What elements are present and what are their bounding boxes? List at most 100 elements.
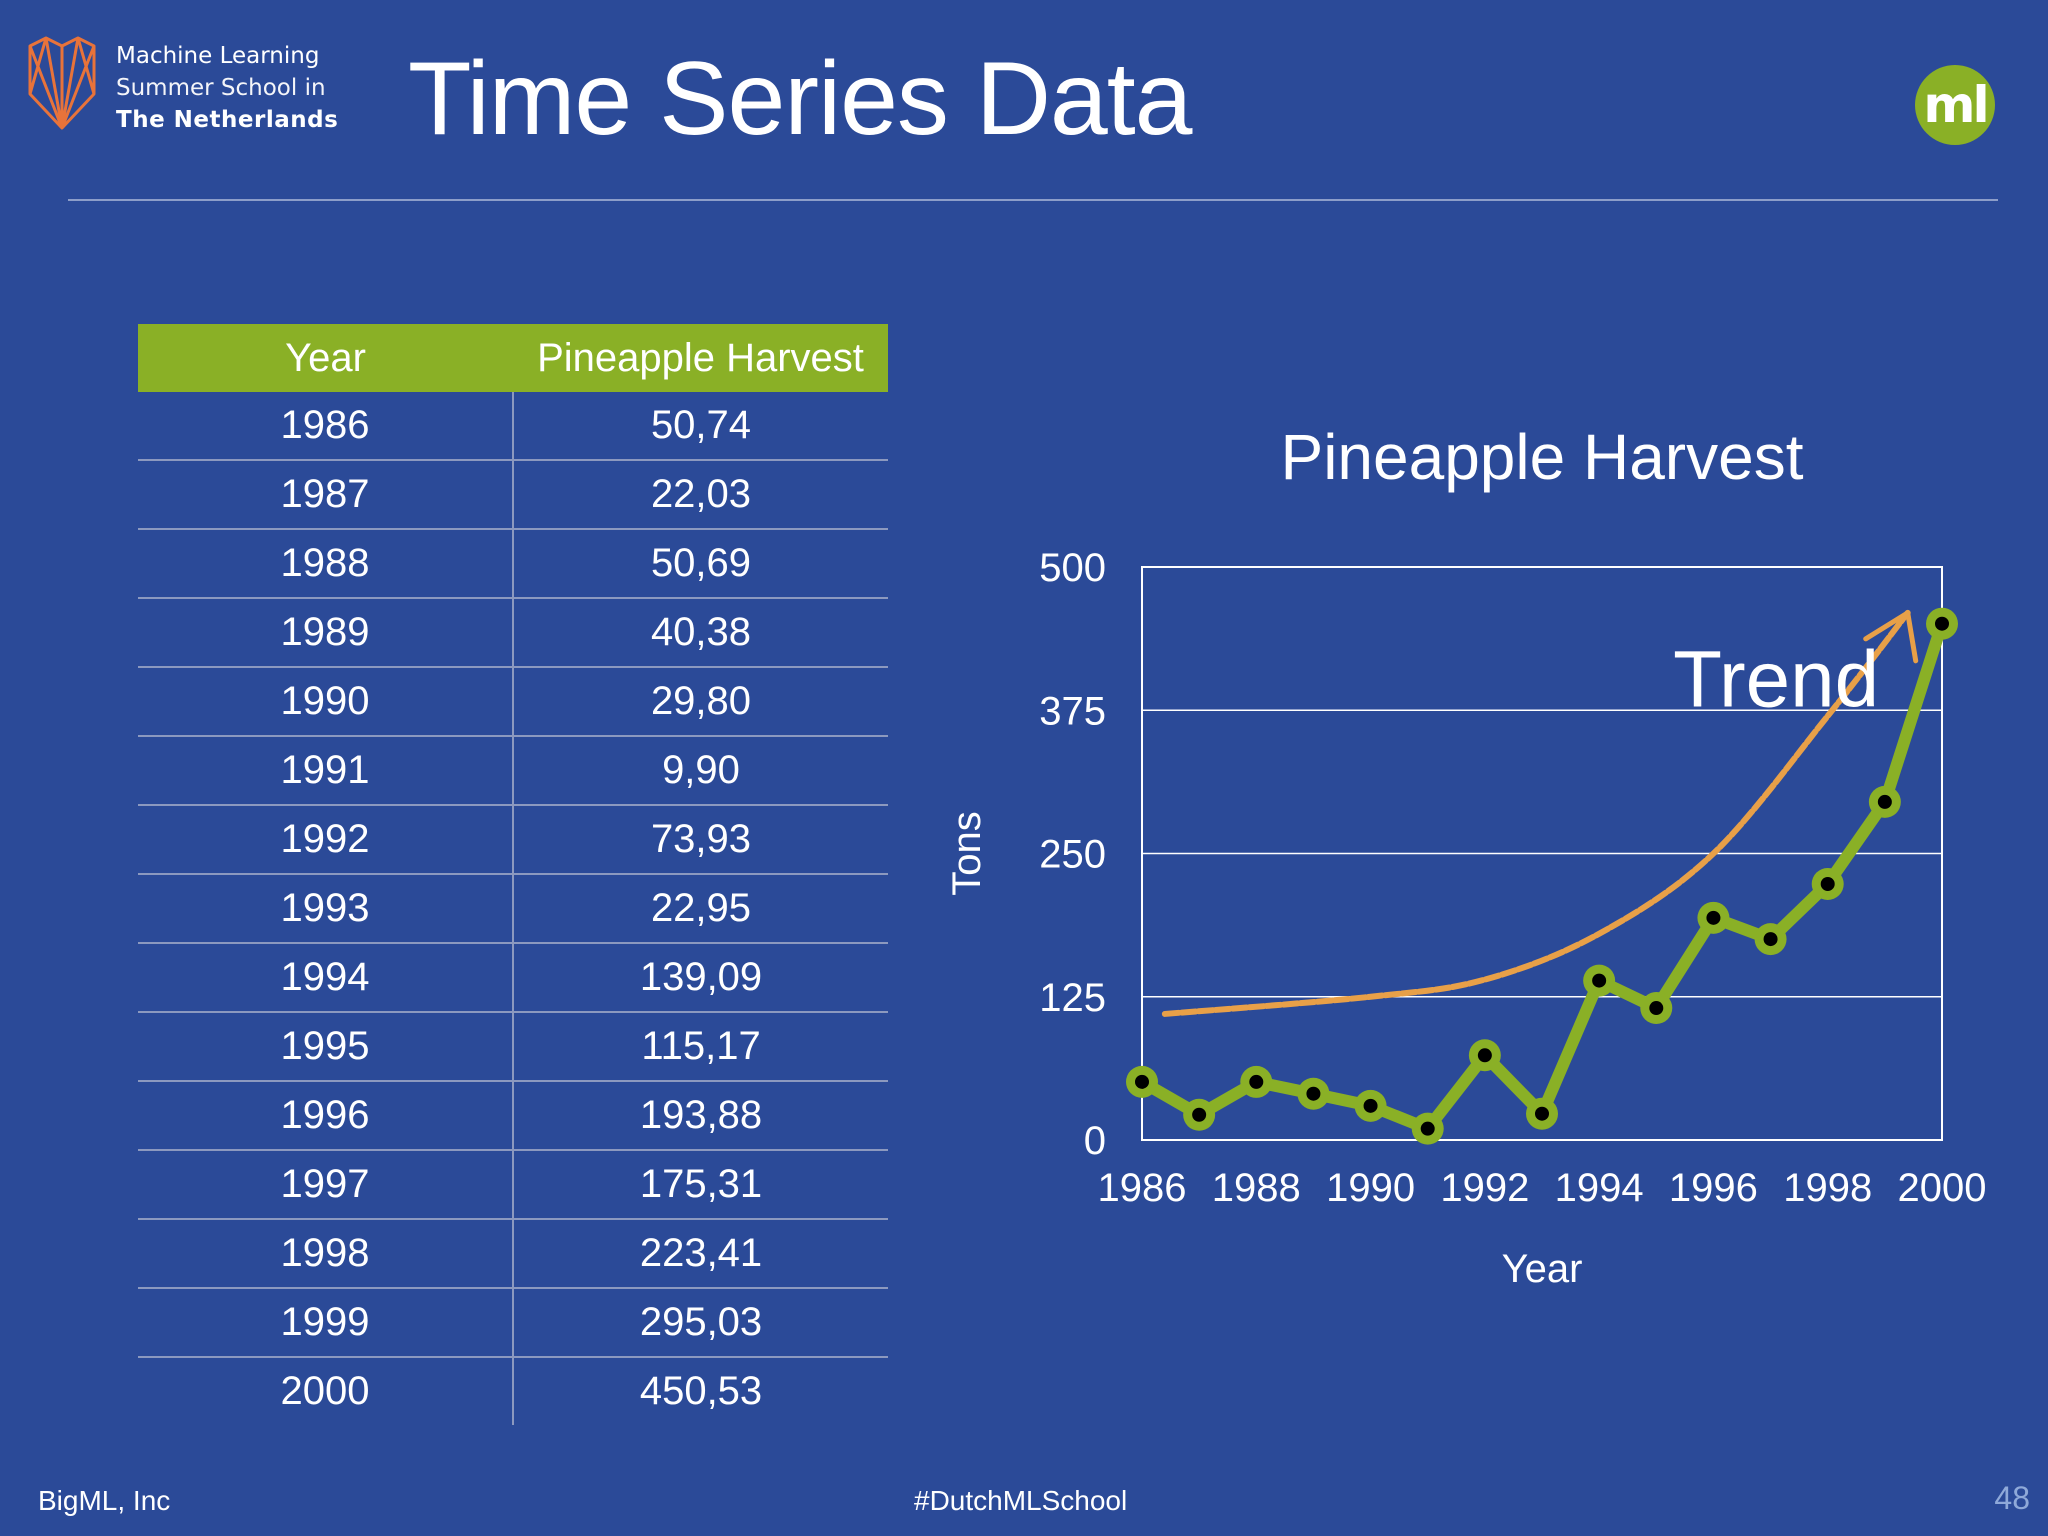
cell-harvest: 29,80 <box>513 667 888 737</box>
x-tick-label: 1988 <box>1212 1166 1301 1210</box>
data-point-center <box>1420 1121 1435 1136</box>
data-point-center <box>1306 1086 1321 1101</box>
y-tick-label: 250 <box>1039 833 1106 877</box>
data-point-center <box>1477 1048 1492 1063</box>
data-point-center <box>1877 794 1892 809</box>
data-point-center <box>1706 910 1721 925</box>
data-point-center <box>1935 616 1949 631</box>
cell-year: 1999 <box>138 1288 514 1358</box>
cell-year: 1986 <box>138 392 514 461</box>
logo-line-3: The Netherlands <box>116 107 339 133</box>
cell-year: 2000 <box>138 1357 514 1425</box>
data-point-center <box>1763 932 1778 947</box>
cell-harvest: 175,31 <box>513 1150 888 1220</box>
table-row: 1992 73,93 <box>138 805 888 875</box>
x-tick-label: 1994 <box>1555 1166 1644 1210</box>
cell-harvest: 295,03 <box>513 1288 888 1358</box>
logo-line-1: Machine Learning <box>116 43 320 69</box>
data-point-center <box>1592 973 1607 988</box>
cell-year: 1993 <box>138 874 514 944</box>
data-point-center <box>1249 1074 1264 1089</box>
column-header-harvest: Pineapple Harvest <box>513 324 888 392</box>
cell-harvest: 40,38 <box>513 598 888 668</box>
data-point-center <box>1192 1107 1207 1122</box>
data-point-center <box>1820 876 1835 891</box>
table-row: 2000 450,53 <box>138 1357 888 1425</box>
cell-year: 1996 <box>138 1081 514 1151</box>
cell-harvest: 22,03 <box>513 460 888 530</box>
cell-year: 1997 <box>138 1150 514 1220</box>
cell-year: 1989 <box>138 598 514 668</box>
y-tick-label: 500 <box>1039 546 1106 590</box>
x-axis-label: Year <box>1502 1247 1583 1291</box>
trend-arrowhead-icon <box>1863 610 1919 664</box>
cell-harvest: 50,69 <box>513 529 888 599</box>
table-row: 1995 115,17 <box>138 1012 888 1082</box>
cell-harvest: 50,74 <box>513 392 888 461</box>
column-header-year: Year <box>138 324 513 392</box>
table-row: 1989 40,38 <box>138 598 888 668</box>
logo-mark-icon <box>28 36 96 130</box>
cell-harvest: 115,17 <box>513 1012 888 1082</box>
table-row: 1991 9,90 <box>138 736 888 806</box>
chart-grid <box>1141 566 1943 1141</box>
table-row: 1999 295,03 <box>138 1288 888 1358</box>
summer-school-logo: Machine Learning Summer School in The Ne… <box>24 36 354 140</box>
slide-title: Time Series Data <box>408 41 1192 157</box>
harvest-series <box>1126 607 1958 1145</box>
x-tick-label: 2000 <box>1898 1166 1987 1210</box>
data-point-center <box>1535 1106 1549 1121</box>
table-row: 1997 175,31 <box>138 1150 888 1220</box>
x-tick-label: 1992 <box>1440 1166 1529 1210</box>
x-tick-label: 1990 <box>1326 1166 1415 1210</box>
x-tick-label: 1998 <box>1783 1166 1872 1210</box>
y-tick-label: 0 <box>1084 1119 1106 1163</box>
cell-harvest: 22,95 <box>513 874 888 944</box>
cell-year: 1987 <box>138 460 514 530</box>
logo-line-2: Summer School in <box>116 75 326 101</box>
cell-year: 1992 <box>138 805 514 875</box>
data-point-center <box>1363 1098 1378 1113</box>
table-row: 1988 50,69 <box>138 529 888 599</box>
trend-annotation: Trend <box>1673 634 1879 723</box>
table-row: 1994 139,09 <box>138 943 888 1013</box>
y-tick-label: 125 <box>1039 976 1106 1020</box>
table-row: 1993 22,95 <box>138 874 888 944</box>
ml-badge-icon: ml <box>1915 65 1995 145</box>
chart-title: Pineapple Harvest <box>1281 421 1804 493</box>
table-row: 1986 50,74 <box>138 392 888 461</box>
y-axis-ticks: 0 125 250 375 500 <box>1039 546 1106 1163</box>
harvest-table: Year Pineapple Harvest 1986 50,74 1987 22,0… <box>138 324 888 1425</box>
cell-year: 1988 <box>138 529 514 599</box>
cell-year: 1998 <box>138 1219 514 1289</box>
table-body: 1986 50,74 1987 22,03 1988 50,69 1989 40,38 1990… <box>138 392 888 1425</box>
title-divider <box>68 199 1998 201</box>
data-point-center <box>1649 1001 1664 1016</box>
table-row: 1990 29,80 <box>138 667 888 737</box>
x-tick-label: 1996 <box>1669 1166 1758 1210</box>
data-point-center <box>1135 1074 1149 1089</box>
y-tick-label: 375 <box>1039 689 1106 733</box>
cell-harvest: 9,90 <box>513 736 888 806</box>
x-tick-label: 1986 <box>1098 1166 1187 1210</box>
cell-harvest: 73,93 <box>513 805 888 875</box>
cell-harvest: 193,88 <box>513 1081 888 1151</box>
trend-curve <box>1161 609 1911 1017</box>
cell-year: 1990 <box>138 667 514 737</box>
pineapple-harvest-chart: Pineapple Harvest 0 125 250 375 500 1986 1988… <box>945 421 1987 1291</box>
cell-year: 1991 <box>138 736 514 806</box>
cell-year: 1995 <box>138 1012 514 1082</box>
footer-company: BigML, Inc <box>38 1485 171 1516</box>
cell-year: 1994 <box>138 943 514 1013</box>
cell-harvest: 450,53 <box>639 1369 763 1413</box>
footer-hashtag: #DutchMLSchool <box>914 1485 1128 1516</box>
table-header-row: Year Pineapple Harvest <box>138 324 888 392</box>
table-row: 1998 223,41 <box>138 1219 888 1289</box>
table-row: 1987 22,03 <box>138 460 888 530</box>
x-axis-ticks: 1986 1988 1990 1992 1994 1996 1998 2000 <box>1098 1166 1987 1210</box>
y-axis-label: Tons <box>945 811 989 896</box>
cell-harvest: 223,41 <box>513 1219 888 1289</box>
cell-harvest: 139,09 <box>513 943 888 1013</box>
table-row: 1996 193,88 <box>138 1081 888 1151</box>
page-number: 48 <box>1994 1480 2030 1516</box>
